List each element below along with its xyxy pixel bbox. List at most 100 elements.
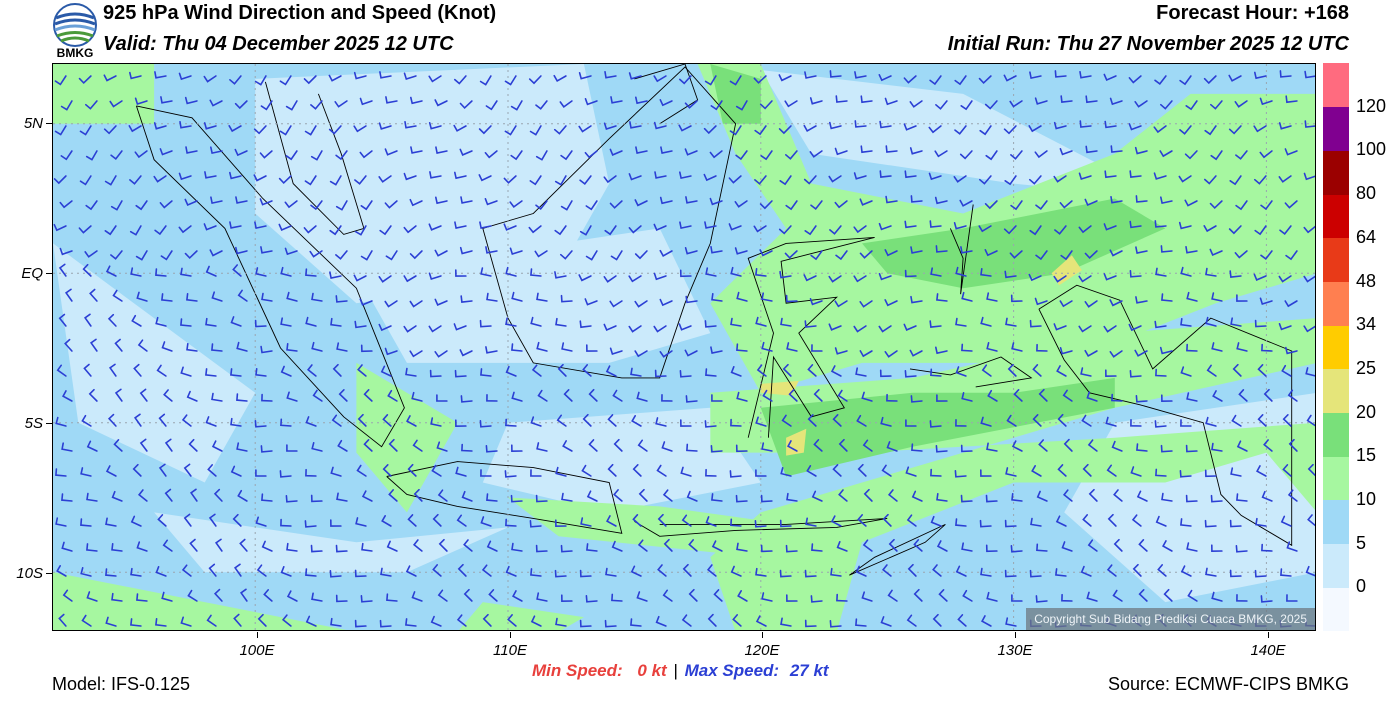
wind-barb [360,595,373,603]
wind-barb [806,465,817,477]
wind-barb [206,614,217,627]
wind-barb [378,175,392,183]
wind-barb [729,470,742,478]
wind-barb [630,565,642,577]
wind-barb [1235,200,1248,211]
wind-barb [1029,175,1042,185]
wind-barb [80,518,92,527]
wind-barb [955,565,967,577]
wind-barb [354,619,367,628]
wind-barb [310,100,323,110]
wind-barb [981,364,992,377]
wind-barb [910,195,923,203]
wind-barb [955,366,967,377]
wind-barb [133,413,142,427]
wind-barb [306,364,317,377]
wind-barb [529,520,542,528]
wind-barb [254,319,267,328]
wind-barb [380,365,392,377]
min-speed-value: 0 kt [637,661,667,680]
wind-barb [980,316,992,327]
wind-barb [1305,565,1315,577]
wind-barb [434,298,448,306]
wind-barb [209,249,223,257]
wind-barb [856,414,867,427]
wind-barb [208,513,217,527]
wind-barb [1003,225,1017,235]
wind-barb [585,200,598,211]
wind-barb [1062,489,1073,502]
wind-barb [359,150,373,159]
wind-barb [1035,200,1048,211]
wind-barb [1228,125,1242,135]
wind-barb [382,464,392,477]
wind-barb [480,267,492,277]
wind-barb [380,567,392,577]
wind-barb [278,223,292,232]
wind-barb [705,468,717,477]
wind-barb [1186,392,1198,402]
wind-barb [1103,223,1117,231]
wind-barb [203,75,217,83]
wind-barb [930,267,942,277]
wind-barb [453,323,467,331]
wind-barb [528,225,542,234]
wind-barb [1104,170,1117,179]
wind-barb [280,418,292,427]
wind-barb [1303,275,1315,283]
wind-barb [434,99,448,107]
wind-barb [461,490,473,502]
wind-barb [1109,249,1123,257]
wind-barb [629,121,642,129]
wind-barb [1004,519,1017,528]
wind-barb [910,295,923,304]
wind-barb [134,150,148,159]
wind-barb [1130,466,1142,477]
wind-barb [1036,343,1048,352]
wind-barb [1228,225,1242,235]
lat-label-5s: 5S [24,415,43,432]
wind-barb [280,566,292,577]
wind-barb [913,588,923,602]
wind-map-canvas [53,64,1315,630]
wind-barb [1160,196,1173,205]
wind-barb [509,247,523,256]
wind-barb [604,619,617,628]
wind-barb [88,388,98,402]
wind-barb [979,125,992,136]
wind-barb [579,569,592,578]
wind-barb [1260,250,1273,261]
wind-barb [278,175,292,185]
lat-tick [46,573,52,574]
wind-barb [438,538,448,552]
wind-barb [1135,296,1148,304]
wind-barb [811,344,823,352]
wind-barb [64,338,73,352]
wind-barb [213,588,223,602]
wind-barb [554,175,567,186]
wind-barb [412,539,423,552]
wind-barb [959,199,973,207]
wind-barb [1206,364,1217,377]
wind-barb [635,96,648,105]
wind-barb [980,567,992,577]
wind-barb [58,313,67,327]
wind-barb [779,270,792,279]
wind-barb [279,470,292,478]
wind-barb [905,419,917,427]
wind-barb [609,200,623,209]
wind-barb [1034,97,1048,105]
wind-barb [255,267,267,277]
min-speed-label: Min Speed: [532,661,623,680]
wind-barb [928,125,942,134]
wind-barb [459,100,473,110]
wind-barb [1278,275,1292,283]
wind-barb [560,200,573,211]
wind-barb [536,341,548,352]
wind-barb [454,75,467,85]
wind-barb [1078,325,1092,333]
wind-barb [1210,150,1223,161]
wind-barb [862,439,873,452]
wind-barb [354,320,367,329]
wind-barb [936,394,948,402]
